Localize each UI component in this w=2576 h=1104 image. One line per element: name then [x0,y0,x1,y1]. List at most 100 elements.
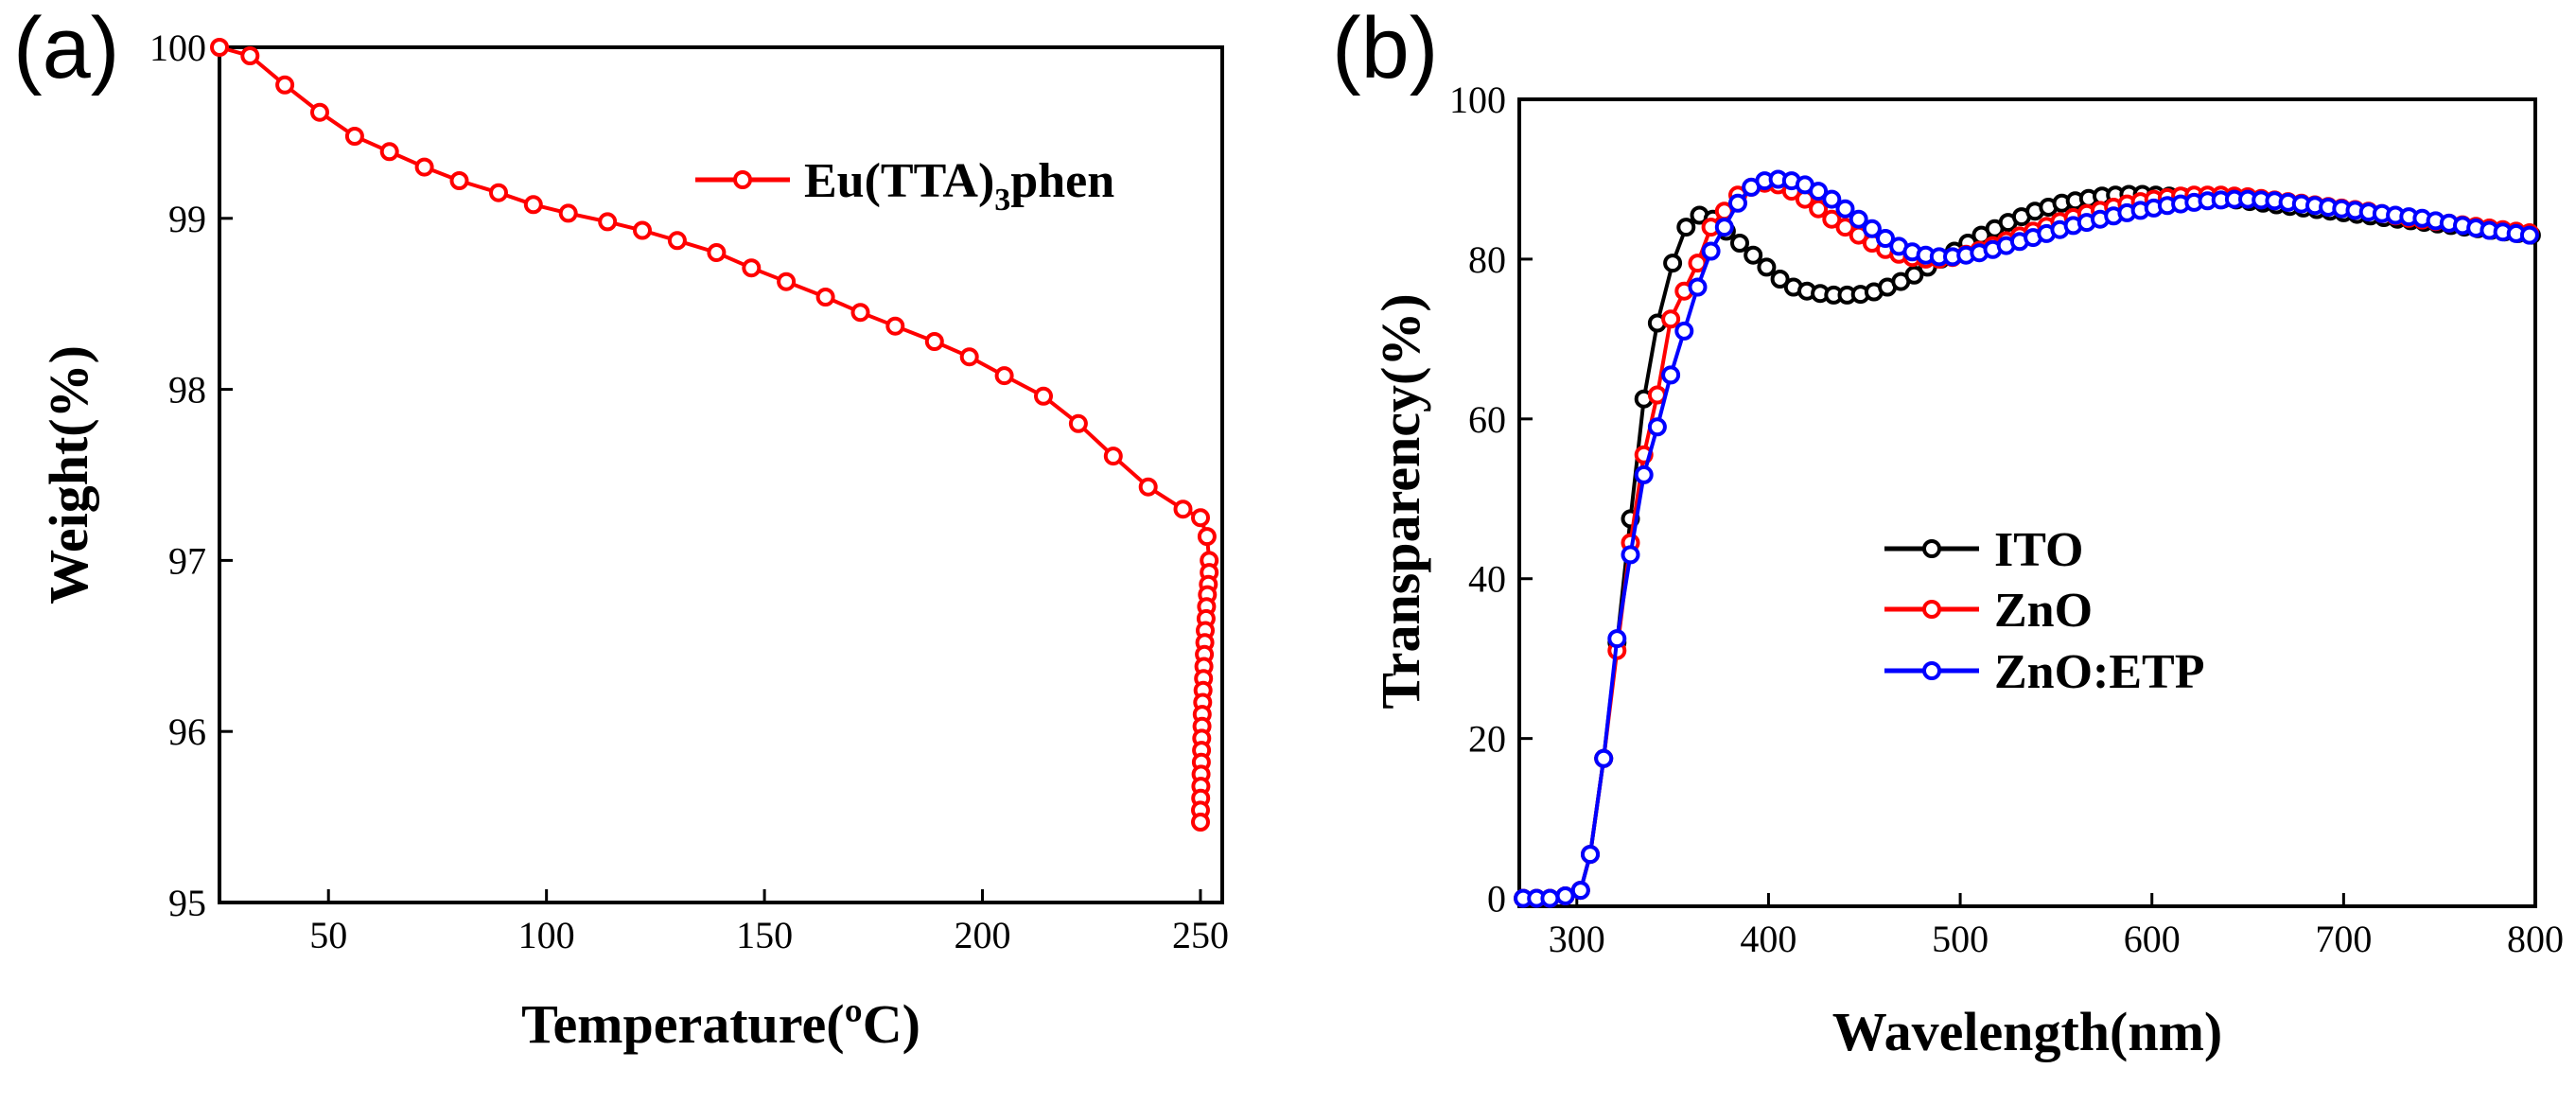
panel-a-plot-frame [218,45,1224,904]
data-point-eu-tta-3phen-24 [1068,413,1088,433]
data-point-eu-tta-3phen-4 [344,127,364,146]
data-point-eu-tta-3phen-52 [1191,813,1210,832]
panel-b-label: (b) [1332,0,1438,96]
y-tick-label-97: 97 [168,539,206,582]
data-point-eu-tta-3phen-23 [1034,386,1053,406]
x-tick-label-800: 800 [2507,918,2564,960]
data-point-zno-etp-13 [1688,277,1708,297]
data-point-eu-tta-3phen-0 [210,38,229,57]
data-point-eu-tta-3phen-18 [850,303,870,323]
x-tick-label-250: 250 [1172,914,1229,956]
data-point-zno-etp-14 [1701,241,1721,261]
data-point-ito-12 [1676,218,1696,237]
data-point-ito-11 [1663,254,1683,273]
y-tick-label-98: 98 [168,369,206,412]
data-point-zno-etp-16 [1728,193,1747,213]
y-tick-label-100: 100 [1449,79,1506,121]
y-tick-label-100: 100 [149,26,206,69]
panel-b-ticks: 300 400 500 600 700 800 0 20 40 60 80 100 [1449,79,2564,960]
data-point-eu-tta-3phen-9 [523,195,543,215]
data-point-ito-29 [1904,265,1924,285]
data-point-zno-23 [1822,209,1842,229]
legend-label-subscript: 3 [994,183,1010,218]
data-point-zno-etp-10 [1647,417,1667,437]
legend-label-zno: ZnO [1994,584,2093,638]
data-point-eu-tta-3phen-11 [598,212,618,232]
data-point-zno-24 [1835,218,1855,237]
x-tick-label-500: 500 [1932,918,1989,960]
y-tick-label-95: 95 [168,882,206,924]
data-point-eu-tta-3phen-6 [414,157,434,177]
data-point-zno-etp-25 [1849,209,1868,229]
data-point-ito-18 [1757,257,1777,277]
legend-marker-zno-etp [1922,661,1941,680]
panel-b-series-group [1514,169,2541,908]
data-point-eu-tta-3phen-5 [379,142,399,162]
data-point-zno-etp-9 [1634,464,1654,484]
series-zno-etp [1514,169,2539,908]
data-point-eu-tta-3phen-2 [275,75,295,95]
panel-b-legend: ITO ZnO ZnO:ETP [1884,523,2205,699]
x-tick-label-400: 400 [1740,918,1796,960]
data-point-eu-tta-3phen-25 [1103,447,1123,466]
data-point-eu-tta-3phen-15 [742,258,762,278]
data-point-eu-tta-3phen-14 [707,243,727,262]
x-tick-label-700: 700 [2315,918,2372,960]
data-point-zno-etp-22 [1809,182,1829,202]
data-point-eu-tta-3phen-3 [310,102,329,122]
data-point-eu-tta-3phen-29 [1197,527,1217,547]
x-tick-label-200: 200 [955,914,1011,956]
data-point-eu-tta-3phen-13 [667,231,687,251]
legend-marker-eu-tta-phen [733,170,752,189]
y-tick-label-80: 80 [1468,238,1506,281]
x-tick-label-150: 150 [736,914,793,956]
data-point-eu-tta-3phen-17 [815,288,835,307]
data-point-zno-etp-4 [1570,881,1590,901]
data-point-zno-etp-12 [1674,321,1694,341]
panel-a-series-group [210,38,1219,832]
legend-marker-ito [1922,539,1941,558]
panel-b-x-axis-title: Wavelength(nm) [1832,1001,2222,1062]
data-point-zno-etp-24 [1835,199,1855,219]
data-point-eu-tta-3phen-21 [959,347,979,367]
data-point-eu-tta-3phen-27 [1173,499,1193,519]
data-point-zno-etp-75 [2519,225,2539,245]
panel-b-transparency-chart: (b) 300 400 500 600 700 800 0 20 40 60 80 100 ITO Z… [1332,0,2564,1062]
data-point-eu-tta-3phen-28 [1191,508,1210,528]
panel-b-plot-frame [1517,97,2537,908]
y-tick-label-99: 99 [168,198,206,240]
y-tick-label-96: 96 [168,710,206,753]
y-tick-label-40: 40 [1468,558,1506,601]
panel-a-x-axis-title: Temperature(ºC) [521,993,920,1055]
data-point-eu-tta-3phen-19 [885,316,905,336]
legend-label-tail: phen [1010,154,1114,208]
x-tick-label-600: 600 [2124,918,2181,960]
data-point-eu-tta-3phen-7 [449,171,469,190]
data-point-zno-etp-5 [1581,845,1600,865]
legend-label-ito: ITO [1994,523,2083,577]
panel-a-legend: Eu(TTA)3phen [695,154,1114,218]
panel-a-y-axis-title: Weight(%) [38,345,99,605]
data-point-ito-19 [1770,270,1790,289]
data-point-zno-etp-7 [1607,629,1627,649]
series-eu-tta-3phen [210,38,1219,832]
x-tick-label-100: 100 [518,914,575,956]
data-point-eu-tta-3phen-22 [994,366,1014,386]
data-point-eu-tta-3phen-12 [633,220,652,240]
data-point-zno-etp-2 [1540,888,1560,908]
data-point-ito-16 [1730,234,1749,253]
data-point-zno-11 [1661,309,1681,329]
data-point-zno-etp-26 [1862,219,1882,238]
panel-a-thermogravimetric-chart: (a) 50 100 150 200 250 95 96 97 98 99 100 Eu(TTA)3… [13,0,1229,1055]
data-point-eu-tta-3phen-1 [240,46,260,65]
panel-a-label: (a) [13,0,119,96]
y-tick-label-0: 0 [1487,878,1506,920]
y-tick-label-60: 60 [1468,398,1506,441]
data-point-eu-tta-3phen-8 [489,183,508,202]
panel-b-y-axis-title: Transparency(%) [1370,293,1431,709]
data-point-zno-etp-3 [1555,886,1575,905]
legend-label-zno-etp: ZnO:ETP [1994,645,2205,699]
data-point-zno-etp-6 [1594,748,1614,768]
data-point-zno-etp-15 [1714,218,1734,237]
